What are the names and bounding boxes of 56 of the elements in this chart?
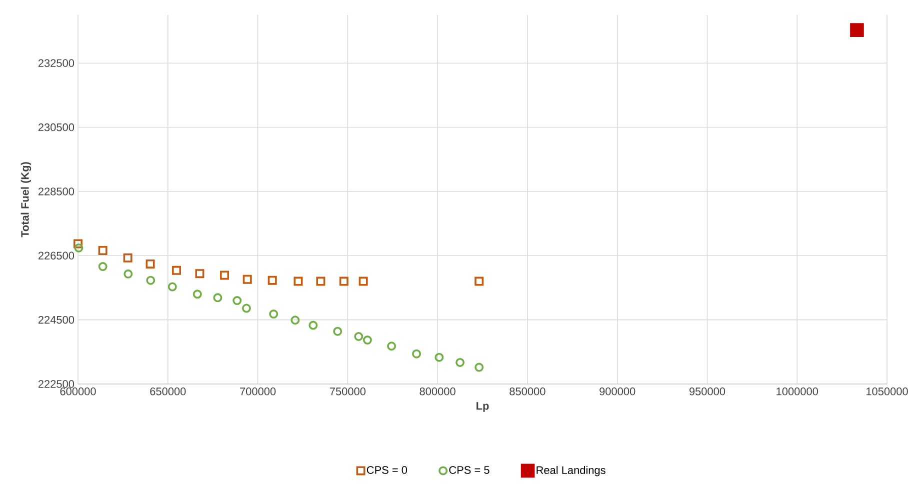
- x-tick-label: 900000: [600, 388, 636, 396]
- point: [146, 276, 156, 285]
- point: [474, 362, 484, 372]
- x-tick-label: 750000: [330, 388, 366, 396]
- point: [269, 310, 278, 319]
- legend-label: CPS = 0: [366, 466, 408, 474]
- point: [146, 259, 155, 268]
- point: [362, 336, 372, 345]
- point: [242, 304, 251, 313]
- point: [195, 269, 204, 278]
- point: [192, 290, 202, 299]
- y-tick-label: 222500: [38, 380, 74, 388]
- y-tick-label: 226500: [38, 252, 74, 260]
- point: [294, 276, 303, 286]
- point: [242, 274, 252, 284]
- point: [333, 326, 342, 336]
- point: [354, 332, 364, 341]
- point: [74, 243, 84, 252]
- x-tick-label: 1050000: [866, 388, 908, 396]
- point: [98, 246, 108, 256]
- y-axis-title: Total Fuel (Kg): [20, 162, 32, 238]
- y-tick-label: 232500: [38, 59, 74, 67]
- point: [232, 296, 242, 306]
- x-tick-label: 800000: [420, 388, 456, 396]
- x-tick-label: 650000: [150, 388, 186, 396]
- x-tick-label: 850000: [510, 388, 546, 396]
- point: [213, 293, 222, 302]
- point: [456, 358, 465, 367]
- point: [220, 270, 230, 280]
- x-tick-label: 600000: [60, 388, 96, 396]
- point: [316, 276, 326, 286]
- point: [123, 253, 132, 262]
- point: [387, 342, 396, 351]
- x-tick-label: 1000000: [776, 388, 818, 396]
- point: [98, 262, 108, 272]
- legend-label: CPS = 5: [449, 466, 490, 474]
- point: [850, 23, 864, 37]
- point: [339, 276, 348, 286]
- y-tick-label: 228500: [38, 188, 74, 196]
- point: [474, 276, 484, 286]
- point: [308, 320, 318, 330]
- point: [168, 282, 177, 292]
- point: [268, 276, 277, 285]
- point: [124, 269, 133, 278]
- y-tick-label: 230500: [38, 123, 74, 132]
- point: [358, 276, 368, 286]
- x-tick-label: 950000: [689, 388, 726, 396]
- point: [434, 352, 444, 362]
- legend-label: Real Landings: [536, 466, 606, 476]
- point: [412, 349, 422, 358]
- y-tick-label: 224500: [38, 316, 74, 324]
- point: [290, 316, 300, 325]
- x-tick-label: 700000: [240, 388, 276, 396]
- x-axis-title: Lp: [476, 402, 489, 412]
- point: [172, 266, 182, 275]
- point: [74, 239, 83, 248]
